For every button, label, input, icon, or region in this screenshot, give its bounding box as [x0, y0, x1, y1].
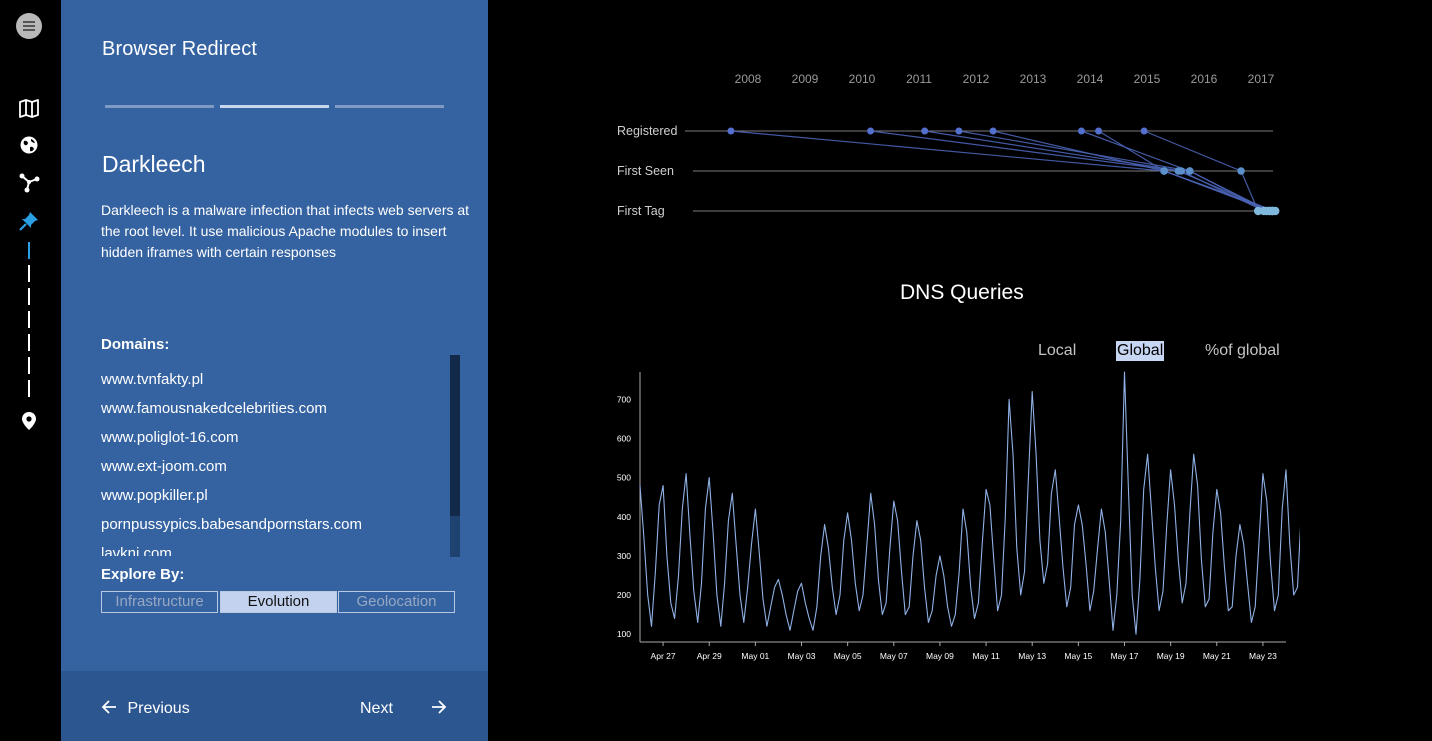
- toggle-global[interactable]: Global: [1116, 341, 1165, 361]
- map-icon[interactable]: [18, 97, 40, 119]
- registered-dot[interactable]: [1140, 127, 1148, 135]
- hamburger-menu-icon[interactable]: [16, 13, 42, 39]
- location-marker-icon[interactable]: [18, 410, 40, 432]
- story-step-3[interactable]: [28, 288, 30, 305]
- y-tick-label: 300: [617, 551, 631, 561]
- first-tag-dot[interactable]: [1253, 206, 1263, 216]
- x-tick-label: May 23: [1249, 651, 1277, 661]
- story-step-4[interactable]: [28, 311, 30, 328]
- toggle-percent-global[interactable]: %of global: [1205, 342, 1280, 359]
- domain-list[interactable]: www.tvnfakty.pl www.famousnakedcelebriti…: [101, 366, 441, 556]
- first-tag-dot[interactable]: [1268, 206, 1277, 216]
- x-tick-label: May 03: [788, 651, 816, 661]
- story-step-2[interactable]: [28, 265, 30, 282]
- pin-icon[interactable]: [18, 210, 40, 232]
- y-tick-label: 700: [617, 394, 631, 404]
- dns-queries-line: [639, 371, 1300, 635]
- x-tick-label: May 19: [1157, 651, 1185, 661]
- timeline-year-label: 2012: [963, 72, 990, 86]
- x-tick-label: May 15: [1064, 651, 1092, 661]
- next-button[interactable]: Next: [360, 699, 447, 718]
- registered-dot[interactable]: [727, 127, 735, 135]
- next-label: Next: [360, 700, 393, 717]
- progress-segment-1: [105, 105, 214, 108]
- timeline-year-label: 2016: [1191, 72, 1218, 86]
- x-tick-label: May 07: [880, 651, 908, 661]
- registered-dot[interactable]: [921, 127, 929, 135]
- story-step-7[interactable]: [28, 380, 30, 397]
- y-tick-label: 100: [617, 629, 631, 639]
- domain-item[interactable]: lavkni.com: [101, 545, 172, 556]
- y-tick-label: 500: [617, 473, 631, 483]
- previous-label: Previous: [127, 700, 190, 717]
- x-tick-label: May 01: [741, 651, 769, 661]
- timeline-year-label: 2011: [906, 72, 932, 86]
- first-seen-dot[interactable]: [1177, 167, 1185, 175]
- panel-footer: Previous Next: [61, 671, 488, 741]
- y-tick-label: 200: [617, 590, 631, 600]
- globe-icon[interactable]: [18, 134, 40, 156]
- explore-label: Explore By:: [101, 566, 185, 583]
- timeline-year-label: 2008: [735, 72, 762, 86]
- y-tick-label: 400: [617, 512, 631, 522]
- icon-rail: [0, 0, 61, 741]
- x-tick-label: Apr 29: [697, 651, 722, 661]
- story-step-1[interactable]: [28, 242, 30, 259]
- story-step-5[interactable]: [28, 334, 30, 351]
- domain-item[interactable]: www.famousnakedcelebrities.com: [101, 400, 327, 417]
- timeline-year-label: 2010: [849, 72, 876, 86]
- explore-evolution-button[interactable]: Evolution: [220, 591, 337, 613]
- registered-dot[interactable]: [989, 127, 997, 135]
- x-tick-label: May 21: [1203, 651, 1231, 661]
- timeline-year-label: 2014: [1077, 72, 1104, 86]
- first-seen-dot[interactable]: [1185, 167, 1194, 175]
- first-seen-dot[interactable]: [1160, 167, 1168, 175]
- domain-list-scrollbar[interactable]: [450, 355, 460, 557]
- progress-segment-2: [220, 105, 329, 108]
- timeline-year-label: 2013: [1020, 72, 1047, 86]
- story-panel: Browser Redirect Darkleech Darkleech is …: [61, 0, 488, 741]
- domains-label: Domains:: [101, 336, 170, 353]
- network-graph-icon[interactable]: [18, 171, 40, 193]
- x-tick-label: May 05: [834, 651, 862, 661]
- timeline-row-label: First Tag: [617, 204, 665, 218]
- domain-item[interactable]: pornpussypics.babesandpornstars.com: [101, 516, 362, 533]
- timeline-year-label: 2009: [792, 72, 819, 86]
- registered-dot[interactable]: [1095, 127, 1103, 135]
- timeline-row-label: Registered: [617, 124, 677, 138]
- x-tick-label: May 17: [1111, 651, 1139, 661]
- timeline-year-label: 2015: [1134, 72, 1161, 86]
- registered-dot[interactable]: [955, 127, 963, 135]
- y-tick-label: 600: [617, 434, 631, 444]
- first-seen-dot[interactable]: [1237, 167, 1245, 175]
- explore-geolocation-button[interactable]: Geolocation: [338, 591, 455, 613]
- timeline-row-label: First Seen: [617, 164, 674, 178]
- dns-chart-title: DNS Queries: [900, 281, 1024, 304]
- timeline-year-label: 2017: [1248, 72, 1275, 86]
- arrow-left-icon: [101, 700, 116, 714]
- domain-item[interactable]: www.ext-joom.com: [101, 458, 227, 475]
- x-tick-label: May 09: [926, 651, 954, 661]
- story-description: Darkleech is a malware infection that in…: [101, 202, 470, 260]
- dns-queries-chart: 100 200 300 400 500 600 700 Apr 27 Apr 29 May 01 M…: [617, 371, 1300, 661]
- x-tick-label: May 13: [1018, 651, 1046, 661]
- domain-item[interactable]: www.popkiller.pl: [101, 487, 208, 504]
- evolution-timeline: 2008 2009 2010 2011 2012 2013 2014 2015 2016 2017…: [617, 72, 1280, 218]
- panel-title: Browser Redirect: [102, 38, 257, 60]
- domain-item[interactable]: www.poliglot-16.com: [101, 429, 239, 446]
- previous-button[interactable]: Previous: [101, 699, 190, 718]
- toggle-local[interactable]: Local: [1038, 342, 1077, 359]
- story-name: Darkleech: [102, 151, 206, 177]
- x-tick-label: Apr 27: [651, 651, 676, 661]
- progress-segment-3: [335, 105, 444, 108]
- story-step-6[interactable]: [28, 357, 30, 374]
- registered-dot[interactable]: [867, 127, 875, 135]
- registered-dot[interactable]: [1077, 127, 1085, 135]
- explore-infrastructure-button[interactable]: Infrastructure: [101, 591, 218, 613]
- domain-item[interactable]: www.tvnfakty.pl: [101, 371, 204, 388]
- x-tick-label: May 11: [972, 651, 1000, 661]
- scrollbar-thumb[interactable]: [450, 355, 460, 516]
- arrow-right-icon: [432, 700, 447, 714]
